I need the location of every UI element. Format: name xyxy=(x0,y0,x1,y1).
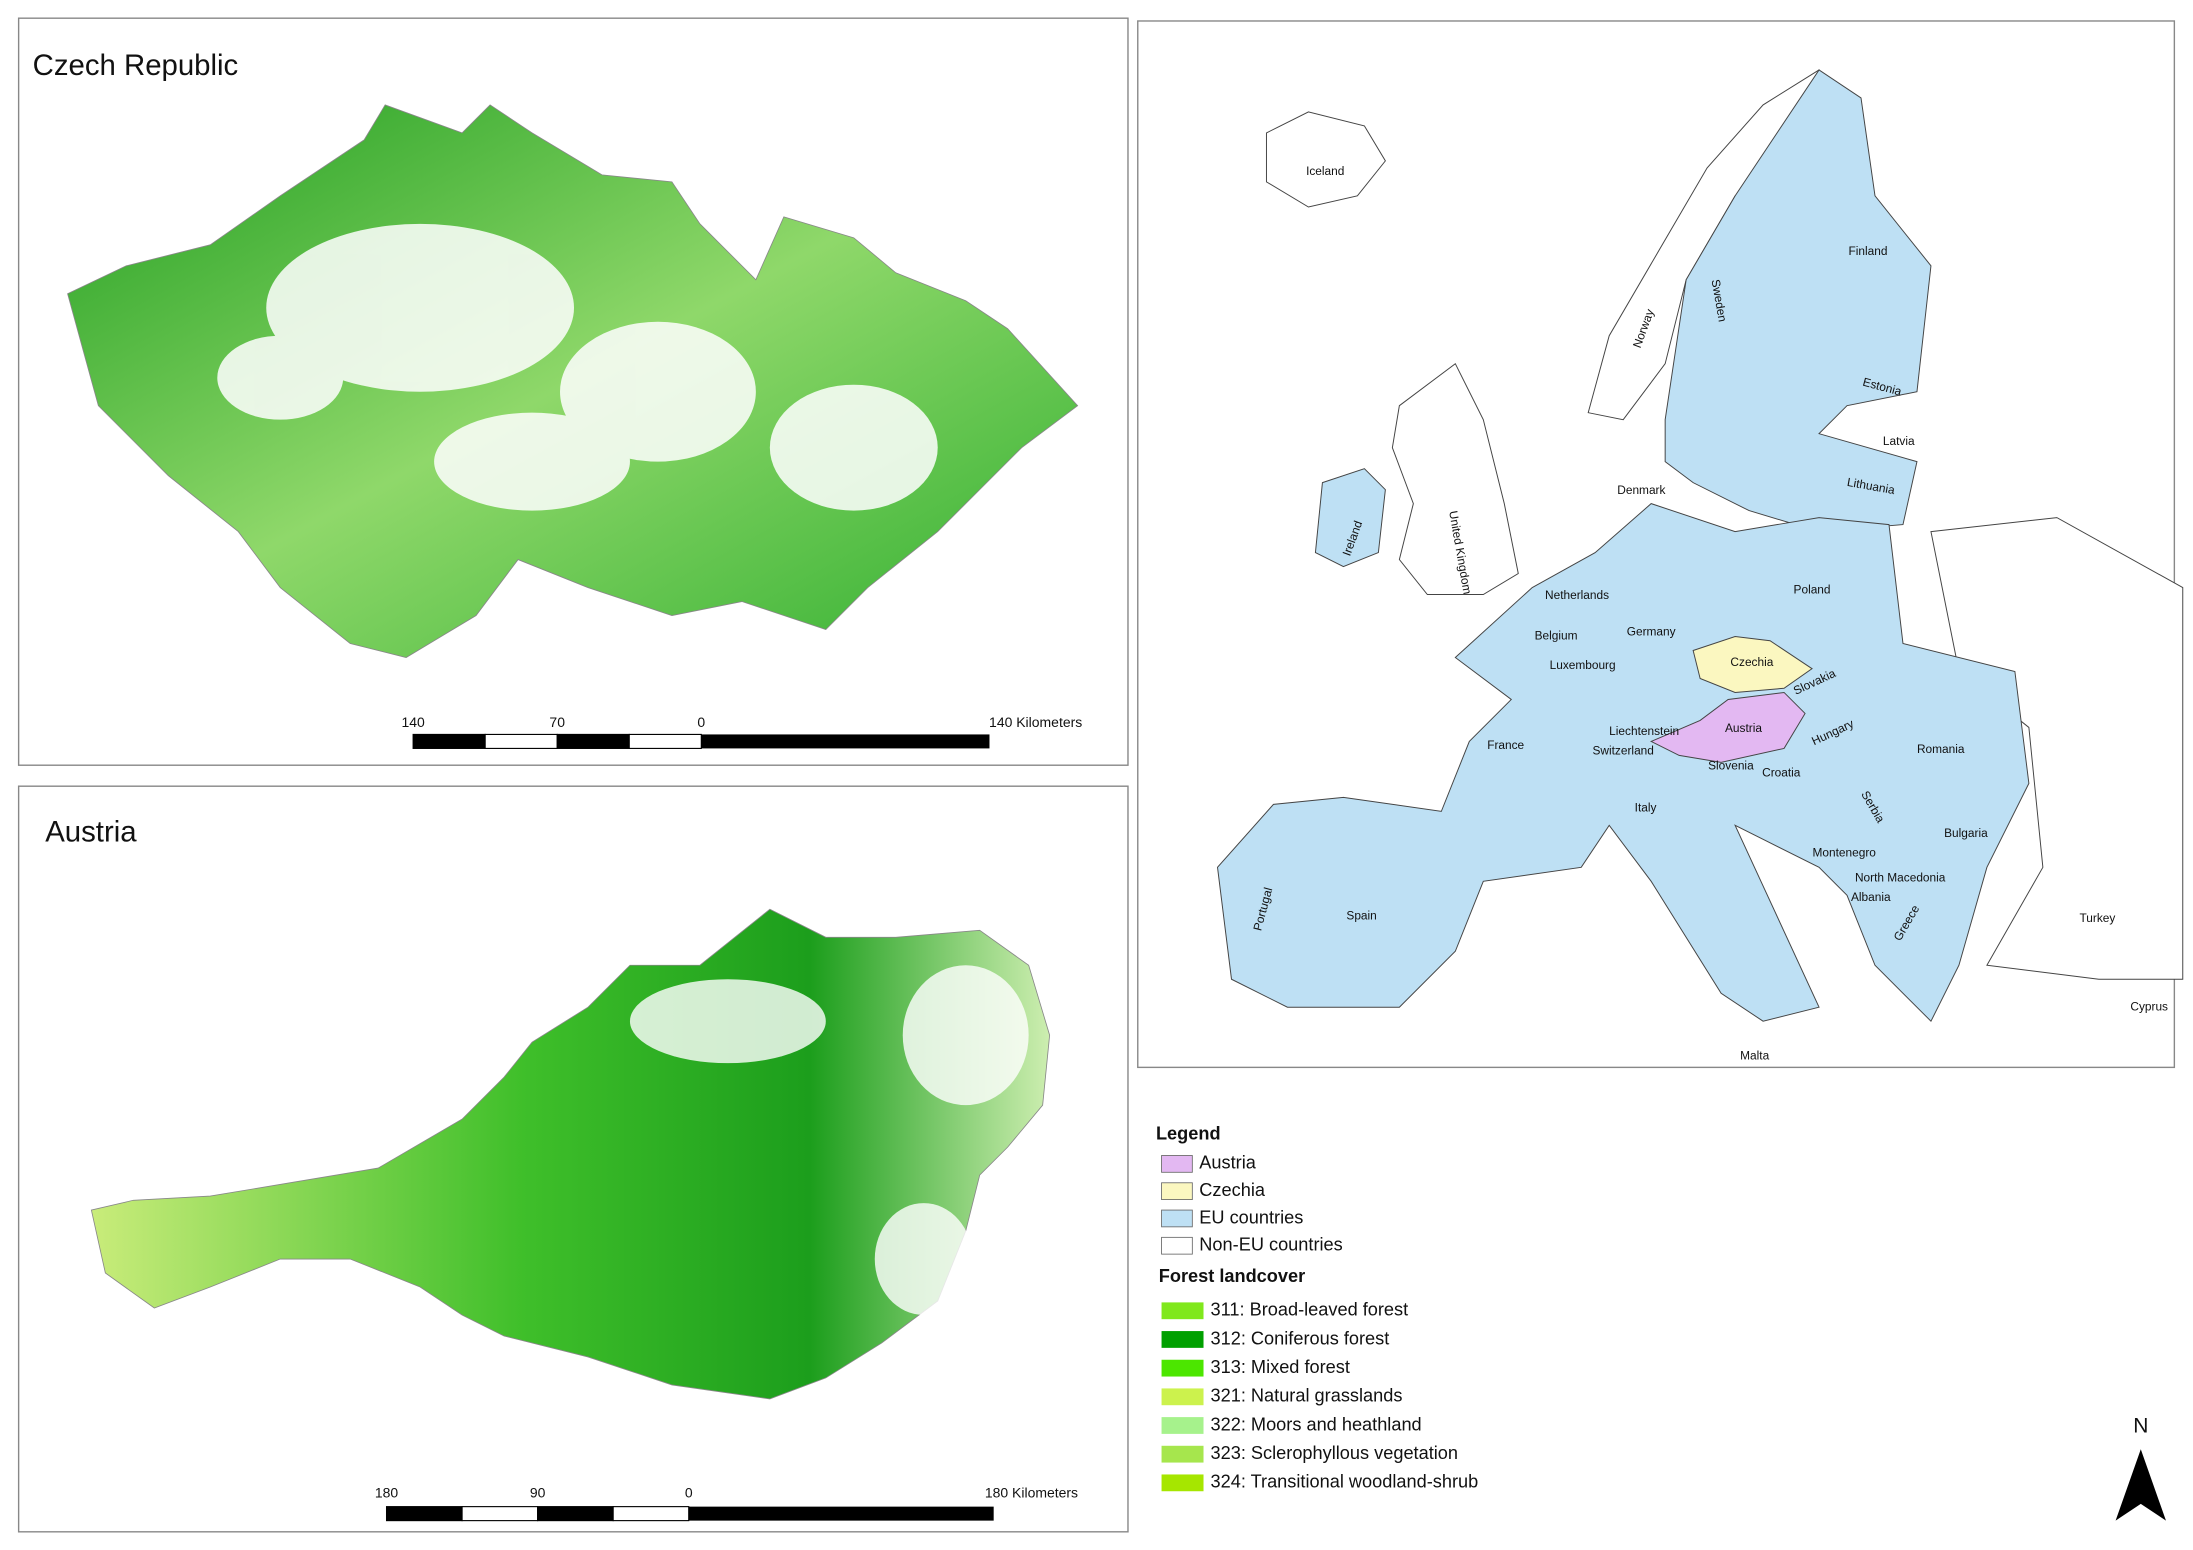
scale-label: 0 xyxy=(697,714,705,730)
legend-swatch xyxy=(1161,1155,1193,1173)
legend-swatch xyxy=(1161,1417,1204,1434)
legend-label: 322: Moors and heathland xyxy=(1211,1414,1422,1434)
country-label: Italy xyxy=(1635,801,1657,815)
country-label: Denmark xyxy=(1617,483,1665,497)
country-label: Liechtenstein xyxy=(1609,724,1679,738)
scale-label: 140 xyxy=(401,714,425,730)
country-label: Switzerland xyxy=(1592,743,1653,757)
legend-subtitle: Forest landcover xyxy=(1159,1266,1305,1286)
legend-swatch xyxy=(1161,1182,1193,1200)
legend-swatch xyxy=(1161,1302,1204,1320)
scale-label: 140 Kilometers xyxy=(989,714,1082,730)
europe-frame xyxy=(1137,20,2176,1069)
scale-bar-segment xyxy=(461,1506,539,1522)
country-label: Croatia xyxy=(1762,766,1801,780)
scale-bar-segment xyxy=(556,733,630,749)
country-label: Belgium xyxy=(1535,629,1578,643)
austria-forest-map xyxy=(90,908,1051,1400)
panel-title: Austria xyxy=(45,816,137,849)
country-label: Montenegro xyxy=(1813,845,1877,859)
czech-frame xyxy=(17,17,1129,766)
legend-swatch xyxy=(1161,1209,1193,1228)
scale-bar-segment xyxy=(701,734,990,749)
legend-swatch xyxy=(1161,1236,1193,1255)
europe-map xyxy=(1216,69,2184,1023)
country-label: Albania xyxy=(1851,890,1891,904)
scale-bar-segment xyxy=(385,1506,463,1522)
country-label: Malta xyxy=(1740,1048,1769,1062)
legend-label: 324: Transitional woodland-shrub xyxy=(1211,1472,1479,1492)
legend-label: 311: Broad-leaved forest xyxy=(1211,1300,1409,1320)
scale-bar-segment xyxy=(484,733,558,749)
country-label: Netherlands xyxy=(1545,588,1609,602)
country-label: North Macedonia xyxy=(1855,871,1946,885)
country-label: Turkey xyxy=(2079,911,2115,925)
country-label: Luxembourg xyxy=(1550,658,1616,672)
country-label: Poland xyxy=(1794,582,1831,596)
legend-swatch xyxy=(1161,1474,1204,1492)
country-label: Cyprus xyxy=(2130,999,2168,1013)
scale-label: 90 xyxy=(530,1485,546,1501)
country-label: Finland xyxy=(1849,244,1888,258)
legend-label: 312: Coniferous forest xyxy=(1211,1328,1390,1348)
scale-bar-segment xyxy=(537,1506,614,1522)
country-label: Spain xyxy=(1346,908,1376,922)
country-label: Latvia xyxy=(1883,434,1915,448)
country-label: Sweden xyxy=(1709,278,1730,323)
legend-label: 321: Natural grasslands xyxy=(1211,1386,1403,1406)
scale-bar-segment xyxy=(412,733,486,749)
legend-label: 323: Sclerophyllous vegetation xyxy=(1211,1443,1459,1463)
legend-label: EU countries xyxy=(1199,1207,1303,1227)
czech-nonforest xyxy=(217,223,938,511)
country-label: Bulgaria xyxy=(1944,826,1988,840)
scale-label: 0 xyxy=(685,1485,693,1501)
north-label: N xyxy=(2133,1414,2148,1437)
scale-label: 180 Kilometers xyxy=(985,1485,1078,1501)
country-label: Romania xyxy=(1917,742,1965,756)
panel-title: Czech Republic xyxy=(33,49,239,82)
legend-swatch xyxy=(1161,1445,1204,1463)
country-label: Czechia xyxy=(1730,655,1773,669)
legend-swatch xyxy=(1161,1388,1204,1406)
scale-bar-segment xyxy=(628,733,702,749)
country-label: France xyxy=(1487,738,1524,752)
legend-label: Non-EU countries xyxy=(1199,1235,1342,1255)
legend-title: Legend xyxy=(1156,1123,1221,1143)
north-arrow xyxy=(2115,1449,2166,1521)
legend-label: Austria xyxy=(1199,1153,1256,1173)
austria-frame xyxy=(17,785,1129,1533)
legend-swatch xyxy=(1161,1331,1204,1348)
country-label: Slovenia xyxy=(1708,759,1754,773)
legend-label: Czechia xyxy=(1199,1180,1266,1200)
scale-label: 180 xyxy=(375,1485,399,1501)
legend-label: 313: Mixed forest xyxy=(1211,1357,1350,1377)
country-label: Iceland xyxy=(1306,164,1344,178)
scale-bar-segment xyxy=(612,1506,690,1522)
scale-label: 70 xyxy=(549,714,565,730)
austria-nonforest xyxy=(629,965,1029,1315)
scale-bar-segment xyxy=(688,1506,994,1521)
country-label: Germany xyxy=(1627,624,1676,638)
country-label: Austria xyxy=(1725,721,1762,735)
legend-swatch xyxy=(1161,1359,1204,1377)
